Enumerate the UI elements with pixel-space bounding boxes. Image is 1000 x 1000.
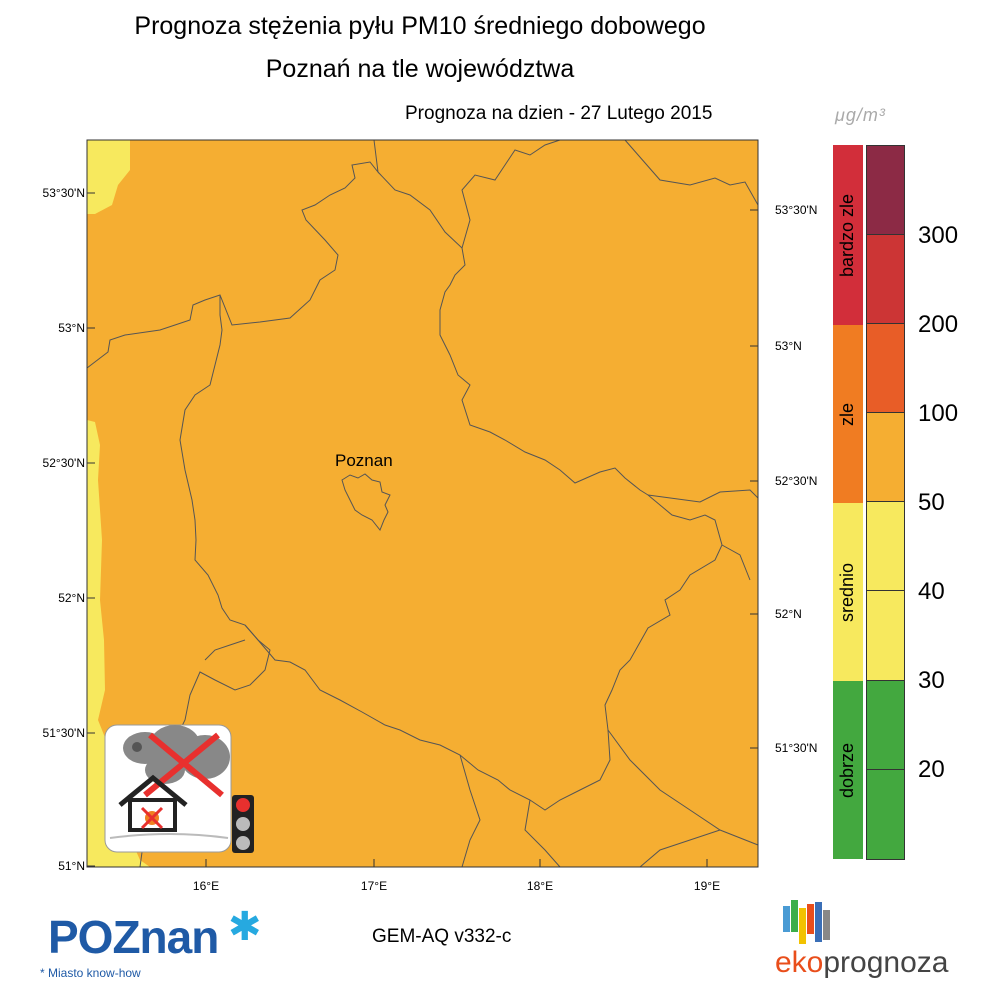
ekoprognoza-logo: ekoprognoza [775,946,949,979]
unit-label: μg/m³ [835,105,886,125]
category-band-dobrze [833,681,863,859]
lat-label: 51°N [58,859,85,873]
lon-label: 18°E [526,879,554,893]
scale-tick-label: 40 [918,578,945,605]
lon-label: 17°E [360,879,388,893]
scale-tick-label: 100 [918,400,959,427]
scale-tick-label: 50 [918,489,945,516]
category-band-srednio [833,503,863,681]
poznan-logo-text: POZnan [48,911,219,963]
city-label-poznan: Poznan [335,451,393,470]
lat-label: 52°N [58,591,85,605]
category-label-dobrze: dobrze [837,742,858,798]
lon-label: 19°E [693,879,721,893]
lat-label: 53°30'N [775,203,818,217]
category-label-srednio: srednio [837,562,858,622]
lon-label: 16°E [192,879,220,893]
scale-cell [866,501,905,591]
lat-label: 51°30'N [775,741,818,755]
scale-cell [866,412,905,502]
lat-label: 53°N [775,339,802,353]
map-subtitle: Poznań na tle województwa [265,55,575,83]
poznan-slogan: * Miasto know-how [40,966,141,980]
scale-cell [866,590,905,681]
smog-warning-icon [104,724,232,853]
scale-cell [866,234,905,324]
low-pm-zone-north [87,140,130,214]
scale-cell [866,680,905,770]
lat-label: 52°30'N [42,456,85,470]
scale-cell [866,145,905,235]
lat-label: 53°N [58,321,85,335]
scale-tick-label: 20 [918,756,945,783]
category-band-zle [833,325,863,503]
lat-label: 51°30'N [42,726,85,740]
lat-label: 52°30'N [775,474,818,488]
low-pm-zone-west [87,420,150,867]
scale-tick-label: 200 [918,311,959,338]
map-frame [86,139,759,868]
category-band-bardzo-zle [833,145,863,325]
scale-tick-label: 30 [918,667,945,694]
category-label-zle: zle [837,402,858,426]
lat-label: 53°30'N [42,186,85,200]
category-label-bardzo-zle: bardzo zle [837,193,858,277]
scale-cell [866,323,905,413]
traffic-light-icon [232,795,254,853]
asterisk-icon: ✱ [228,905,262,949]
scale-tick-label: 300 [918,222,959,249]
poznan-city-border [341,473,391,531]
scale-cell [866,769,905,860]
poznan-logo: POZnan ✱ * Miasto know-how [40,905,262,980]
model-label: GEM-AQ v332-c [372,926,512,947]
lat-label: 52°N [775,607,802,621]
ekoprognoza-logo-icon [783,900,830,944]
map-title: Prognoza stężenia pyłu PM10 średniego do… [134,12,706,40]
forecast-date: Prognoza na dzien - 27 Lutego 2015 [405,103,713,124]
